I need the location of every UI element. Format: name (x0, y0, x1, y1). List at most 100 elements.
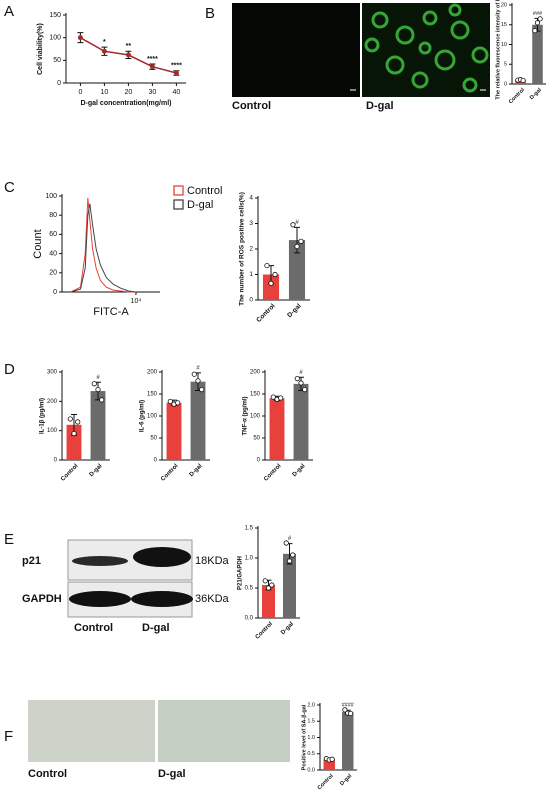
cell-stain (364, 3, 489, 93)
panel-letter: A (4, 3, 14, 20)
y-tick-label: 10 (501, 42, 507, 48)
blot-row-label: GAPDH (22, 593, 62, 605)
y-tick-label: 60 (49, 231, 57, 238)
y-tick-label: 0 (249, 297, 253, 304)
y-tick-label: 50 (253, 436, 260, 442)
y-tick-label: 100 (49, 35, 61, 42)
y-tick-label: 3 (249, 220, 253, 227)
micrograph (158, 700, 290, 762)
data-point (95, 386, 101, 393)
panel-letter: D (4, 361, 15, 378)
x-tick-label: D-gal (280, 621, 295, 636)
y-axis-label: Cell viability(%) (37, 23, 44, 75)
data-point (167, 398, 173, 405)
y-axis-label: P21/GAPDH (238, 556, 244, 590)
x-tick-label: D-gal (89, 463, 104, 478)
data-point (77, 35, 83, 41)
x-axis-label: D-gal concentration(mg/ml) (80, 100, 171, 107)
data-point (283, 540, 289, 546)
y-tick-label: 150 (49, 12, 61, 19)
series-line (70, 203, 137, 293)
y-tick-label: 4 (249, 195, 253, 202)
data-point (269, 582, 275, 588)
bar (288, 240, 306, 300)
x-tick-label: Control (160, 463, 180, 483)
y-tick-label: 1.0 (245, 556, 254, 562)
panel-letter: E (4, 531, 14, 548)
x-tick-label: 10⁴ (131, 298, 142, 305)
data-point (290, 552, 296, 558)
data-point (294, 375, 300, 382)
data-point (270, 394, 276, 400)
y-axis-label: Count (32, 229, 44, 258)
x-tick-label: D-gal (286, 303, 303, 320)
y-tick-label: 200 (250, 370, 261, 376)
band (69, 591, 131, 607)
significance: # (299, 370, 303, 376)
image-label: Control (232, 100, 271, 112)
y-tick-label: 150 (250, 392, 261, 398)
data-point (520, 77, 526, 84)
band (133, 547, 191, 567)
bar (323, 759, 335, 770)
micrograph (28, 700, 155, 762)
bar (190, 381, 206, 460)
bar (262, 274, 280, 300)
y-tick-label: 0 (154, 458, 158, 464)
y-tick-label: 0 (54, 458, 58, 464)
y-tick-label: 40 (49, 250, 57, 257)
x-tick-label: D-gal (292, 463, 307, 478)
data-point (175, 400, 181, 406)
data-point (173, 70, 179, 76)
y-tick-label: 0.0 (307, 767, 315, 773)
data-point (75, 419, 81, 425)
y-tick-label: 1.5 (307, 719, 315, 725)
data-point (71, 430, 77, 437)
y-tick-label: 100 (47, 428, 58, 434)
significance: # (288, 536, 292, 542)
y-tick-label: 0 (257, 458, 261, 464)
significance: **** (147, 56, 158, 63)
panel-letter: F (4, 728, 13, 745)
data-point (199, 386, 205, 393)
data-point (67, 416, 73, 422)
data-point (272, 271, 278, 278)
data-point (532, 28, 538, 34)
y-axis-label: TNF-α (pg/ml) (243, 396, 249, 435)
y-tick-label: 80 (49, 212, 57, 219)
y-tick-label: 0.5 (245, 586, 254, 592)
y-tick-label: 0.5 (307, 751, 315, 757)
data-point (265, 585, 272, 591)
bar (269, 398, 285, 460)
panel-letter: C (4, 179, 15, 196)
bar (166, 402, 182, 460)
y-axis-label: The number of ROS positive cells(%) (239, 192, 246, 306)
data-point (268, 280, 274, 287)
y-tick-label: 0.0 (245, 616, 254, 622)
significance: * (103, 39, 106, 46)
band (131, 591, 193, 607)
y-tick-label: 50 (53, 57, 61, 64)
data-point (286, 558, 293, 564)
y-tick-label: 0 (57, 80, 61, 87)
image-label: Control (28, 768, 67, 780)
y-tick-label: 15 (501, 22, 507, 28)
x-tick-label: 20 (125, 89, 133, 96)
data-point (195, 378, 201, 384)
bar (532, 24, 543, 84)
y-tick-label: 1.5 (245, 526, 254, 532)
y-tick-label: 0 (53, 289, 57, 296)
x-tick-label: D-gal (339, 773, 353, 787)
image-label: D-gal (366, 100, 394, 112)
y-tick-label: 2.0 (307, 702, 315, 708)
data-point (101, 48, 107, 54)
y-tick-label: 20 (501, 2, 507, 8)
x-tick-label: Control (317, 773, 335, 791)
y-axis-label: Positive level of SA-β-gal (301, 704, 307, 770)
data-point (302, 386, 308, 393)
x-tick-label: Control (255, 621, 275, 641)
x-tick-label: Control (255, 303, 276, 324)
y-tick-label: 150 (147, 392, 158, 398)
